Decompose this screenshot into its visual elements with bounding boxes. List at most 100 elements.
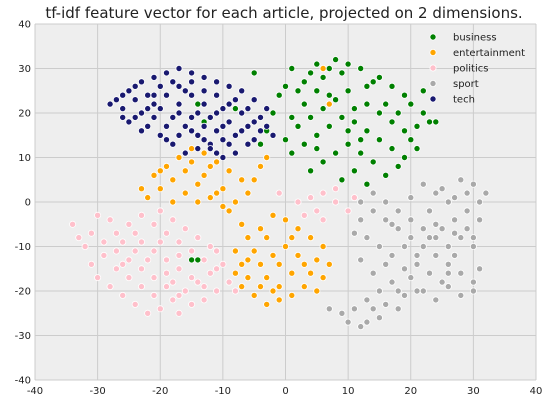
data-point-politics	[106, 283, 114, 291]
data-point-sport	[400, 291, 408, 299]
data-point-business	[288, 113, 296, 121]
data-point-sport	[419, 242, 427, 250]
data-point-entertainment	[244, 256, 252, 264]
data-point-politics	[119, 291, 127, 299]
data-point-sport	[469, 242, 477, 250]
data-point-tech	[156, 131, 164, 139]
data-point-politics	[150, 274, 158, 282]
data-point-business	[344, 87, 352, 95]
data-point-business	[388, 82, 396, 90]
data-point-sport	[413, 251, 421, 259]
data-point-business	[400, 127, 408, 135]
data-point-tech	[225, 100, 233, 108]
data-point-politics	[87, 260, 95, 268]
data-point-business	[363, 100, 371, 108]
data-point-politics	[100, 238, 108, 246]
x-tick-label: -10	[215, 386, 231, 397]
data-point-entertainment	[238, 220, 246, 228]
data-point-business	[313, 145, 321, 153]
data-point-politics	[188, 300, 196, 308]
data-point-entertainment	[231, 198, 239, 206]
data-point-sport	[469, 180, 477, 188]
data-point-tech	[244, 122, 252, 130]
data-point-sport	[438, 225, 446, 233]
legend-marker-sport	[429, 80, 437, 88]
data-point-politics	[100, 251, 108, 259]
data-point-sport	[438, 278, 446, 286]
data-point-business	[332, 56, 340, 64]
data-point-sport	[419, 180, 427, 188]
data-point-tech	[119, 113, 127, 121]
data-point-politics	[87, 229, 95, 237]
data-point-entertainment	[319, 274, 327, 282]
data-point-sport	[357, 216, 365, 224]
data-point-business	[338, 69, 346, 77]
data-point-politics	[162, 283, 170, 291]
data-point-politics	[94, 211, 102, 219]
data-point-politics	[156, 207, 164, 215]
data-point-business	[325, 65, 333, 73]
data-point-sport	[344, 318, 352, 326]
data-point-tech	[169, 140, 177, 148]
data-point-sport	[469, 287, 477, 295]
data-point-tech	[150, 91, 158, 99]
data-point-sport	[425, 207, 433, 215]
data-point-business	[194, 100, 202, 108]
data-point-tech	[162, 122, 170, 130]
x-tick-label: -20	[152, 386, 168, 397]
data-point-sport	[425, 234, 433, 242]
data-point-business	[413, 122, 421, 130]
data-point-sport	[407, 274, 415, 282]
data-point-sport	[382, 260, 390, 268]
data-point-business	[269, 109, 277, 117]
data-point-sport	[382, 216, 390, 224]
data-point-entertainment	[263, 234, 271, 242]
data-point-tech	[119, 91, 127, 99]
data-point-tech	[194, 131, 202, 139]
data-point-business	[432, 118, 440, 126]
data-point-politics	[94, 274, 102, 282]
data-point-business	[231, 105, 239, 113]
data-point-tech	[150, 73, 158, 81]
data-point-sport	[457, 291, 465, 299]
data-point-business	[313, 131, 321, 139]
data-point-business	[363, 127, 371, 135]
data-point-business	[394, 162, 402, 170]
data-point-entertainment	[319, 65, 327, 73]
data-point-politics	[162, 269, 170, 277]
data-point-tech	[169, 78, 177, 86]
data-point-tech	[213, 78, 221, 86]
data-point-politics	[175, 291, 183, 299]
data-point-tech	[137, 127, 145, 135]
data-point-tech	[213, 109, 221, 117]
data-point-tech	[175, 109, 183, 117]
data-point-politics	[137, 265, 145, 273]
data-point-politics	[350, 194, 358, 202]
data-point-politics	[156, 238, 164, 246]
data-point-tech	[250, 136, 258, 144]
data-point-sport	[425, 269, 433, 277]
data-point-business	[319, 158, 327, 166]
data-point-politics	[112, 247, 120, 255]
data-point-tech	[188, 78, 196, 86]
data-point-tech	[213, 127, 221, 135]
data-point-business	[294, 87, 302, 95]
data-point-tech	[250, 96, 258, 104]
data-point-entertainment	[275, 260, 283, 268]
data-point-entertainment	[307, 234, 315, 242]
data-point-politics	[275, 189, 283, 197]
data-point-business	[375, 73, 383, 81]
data-point-business	[300, 100, 308, 108]
data-point-business	[332, 149, 340, 157]
data-point-business	[188, 256, 196, 264]
data-point-politics	[200, 296, 208, 304]
data-point-entertainment	[325, 100, 333, 108]
data-point-politics	[137, 238, 145, 246]
data-point-politics	[131, 247, 139, 255]
data-point-sport	[444, 242, 452, 250]
data-point-entertainment	[181, 189, 189, 197]
data-point-tech	[131, 113, 139, 121]
data-point-entertainment	[200, 171, 208, 179]
